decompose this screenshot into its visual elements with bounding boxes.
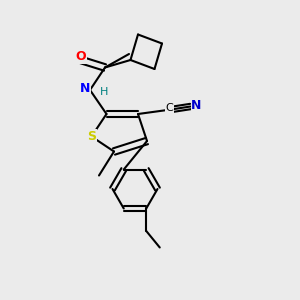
Text: N: N (80, 82, 91, 95)
Text: N: N (191, 99, 202, 112)
Text: S: S (87, 130, 96, 143)
Text: H: H (100, 87, 109, 98)
Text: O: O (76, 50, 86, 63)
Text: C: C (166, 103, 173, 113)
